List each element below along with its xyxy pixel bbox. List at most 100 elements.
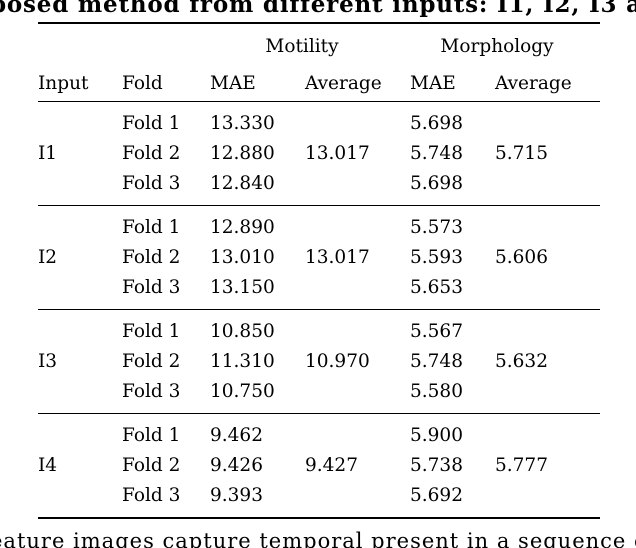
results-table: Motility Morphology Input Fold MAE Avera…	[38, 22, 601, 519]
motility-avg-cell: 13.017	[305, 247, 370, 268]
body-text-fragment: eature images capture temporal present i…	[0, 529, 636, 548]
motility-mae-cell: 10.850	[210, 321, 275, 342]
motility-avg-cell	[305, 206, 410, 244]
motility-mae-cell: 10.750	[210, 381, 275, 402]
morphology-avg-cell: 5.777	[495, 455, 548, 476]
morphology-mae-cell: 5.573	[410, 217, 463, 238]
table-row: Fold 1 10.850 5.567	[38, 310, 600, 348]
morphology-avg-cell	[495, 310, 600, 348]
column-header-input: Input	[38, 73, 89, 94]
input-cell	[38, 481, 122, 518]
motility-avg-cell	[305, 377, 410, 414]
morphology-avg-cell: 5.632	[495, 351, 548, 372]
motility-mae-cell: 9.393	[210, 485, 263, 506]
table-caption-fragment: posed method from different inputs: I1, …	[0, 0, 636, 18]
table-row: Fold 1 13.330 5.698	[38, 102, 600, 140]
column-header-morphology-mae: MAE	[410, 73, 456, 94]
morphology-avg-cell	[495, 414, 600, 452]
morphology-mae-cell: 5.653	[410, 277, 463, 298]
morphology-avg-cell-bold: 5.606	[495, 247, 548, 268]
morphology-mae-cell: 5.900	[410, 425, 463, 446]
morphology-mae-cell: 5.692	[410, 485, 463, 506]
block-i3: Fold 1 10.850 5.567 I3 Fold 2 11.310 10.…	[38, 309, 601, 414]
input-cell	[38, 206, 122, 244]
table-row: I4 Fold 2 9.426 9.427 5.738 5.777	[38, 451, 600, 481]
fold-cell: Fold 3	[122, 173, 181, 194]
block-i2: Fold 1 12.890 5.573 I2 Fold 2 13.010 13.…	[38, 205, 601, 310]
block-i1: Fold 1 13.330 5.698 I1 Fold 2 12.880 13.…	[38, 101, 601, 206]
morphology-mae-cell: 5.593	[410, 247, 463, 268]
motility-mae-cell: 13.010	[210, 247, 275, 268]
fold-cell: Fold 2	[122, 143, 181, 164]
motility-avg-cell	[305, 310, 410, 348]
input-cell	[38, 102, 122, 140]
morphology-mae-cell: 5.748	[410, 143, 463, 164]
table-row: Fold 3 9.393 5.692	[38, 481, 600, 518]
morphology-mae-cell: 5.698	[410, 173, 463, 194]
motility-avg-cell	[305, 273, 410, 310]
column-header-motility-average: Average	[305, 73, 382, 94]
fold-cell: Fold 3	[122, 381, 181, 402]
empty-header-cell	[38, 23, 210, 61]
morphology-mae-cell: 5.698	[410, 113, 463, 134]
morphology-avg-cell	[495, 273, 600, 310]
block-i4: Fold 1 9.462 5.900 I4 Fold 2 9.426 9.427…	[38, 413, 601, 519]
motility-mae-cell: 9.426	[210, 455, 263, 476]
group-header-motility: Motility	[265, 36, 339, 57]
motility-avg-cell	[305, 169, 410, 206]
motility-avg-cell-bold: 9.427	[305, 455, 358, 476]
input-cell	[38, 414, 122, 452]
motility-mae-cell: 12.880	[210, 143, 275, 164]
table-row: Fold 3 10.750 5.580	[38, 377, 600, 414]
motility-avg-cell	[305, 481, 410, 518]
input-cell	[38, 377, 122, 414]
morphology-avg-cell	[495, 377, 600, 414]
table-row: I2 Fold 2 13.010 13.017 5.593 5.606	[38, 243, 600, 273]
motility-mae-cell: 12.890	[210, 217, 275, 238]
fold-cell: Fold 3	[122, 277, 181, 298]
column-header-morphology-average: Average	[495, 73, 572, 94]
motility-mae-cell: 13.150	[210, 277, 275, 298]
input-cell	[38, 310, 122, 348]
input-cell	[38, 273, 122, 310]
table-row: Fold 3 12.840 5.698	[38, 169, 600, 206]
motility-mae-cell: 11.310	[210, 351, 275, 372]
group-header-morphology: Morphology	[440, 36, 554, 57]
input-cell: I1	[38, 143, 58, 164]
morphology-mae-cell: 5.567	[410, 321, 463, 342]
morphology-mae-cell: 5.738	[410, 455, 463, 476]
motility-mae-cell: 12.840	[210, 173, 275, 194]
fold-cell: Fold 1	[122, 321, 181, 342]
morphology-avg-cell	[495, 481, 600, 518]
input-cell	[38, 169, 122, 206]
column-header-fold: Fold	[122, 73, 163, 94]
input-cell: I4	[38, 455, 58, 476]
motility-mae-cell: 9.462	[210, 425, 263, 446]
table-row: Fold 1 12.890 5.573	[38, 206, 600, 244]
morphology-mae-cell: 5.580	[410, 381, 463, 402]
table-row: Fold 1 9.462 5.900	[38, 414, 600, 452]
morphology-mae-cell: 5.748	[410, 351, 463, 372]
fold-cell: Fold 2	[122, 247, 181, 268]
fold-cell: Fold 1	[122, 113, 181, 134]
motility-mae-cell: 13.330	[210, 113, 275, 134]
motility-avg-cell	[305, 102, 410, 140]
fold-cell: Fold 1	[122, 217, 181, 238]
morphology-avg-cell	[495, 169, 600, 206]
input-cell: I3	[38, 351, 58, 372]
morphology-avg-cell	[495, 206, 600, 244]
motility-avg-cell: 13.017	[305, 143, 370, 164]
column-header-motility-mae: MAE	[210, 73, 256, 94]
fold-cell: Fold 2	[122, 455, 181, 476]
table-row: I1 Fold 2 12.880 13.017 5.748 5.715	[38, 139, 600, 169]
fold-cell: Fold 3	[122, 485, 181, 506]
morphology-avg-cell: 5.715	[495, 143, 548, 164]
input-cell: I2	[38, 247, 58, 268]
motility-avg-cell: 10.970	[305, 351, 370, 372]
table-header: Motility Morphology Input Fold MAE Avera…	[38, 23, 601, 102]
motility-avg-cell	[305, 414, 410, 452]
fold-cell: Fold 1	[122, 425, 181, 446]
table-row: Fold 3 13.150 5.653	[38, 273, 600, 310]
table-row: I3 Fold 2 11.310 10.970 5.748 5.632	[38, 347, 600, 377]
